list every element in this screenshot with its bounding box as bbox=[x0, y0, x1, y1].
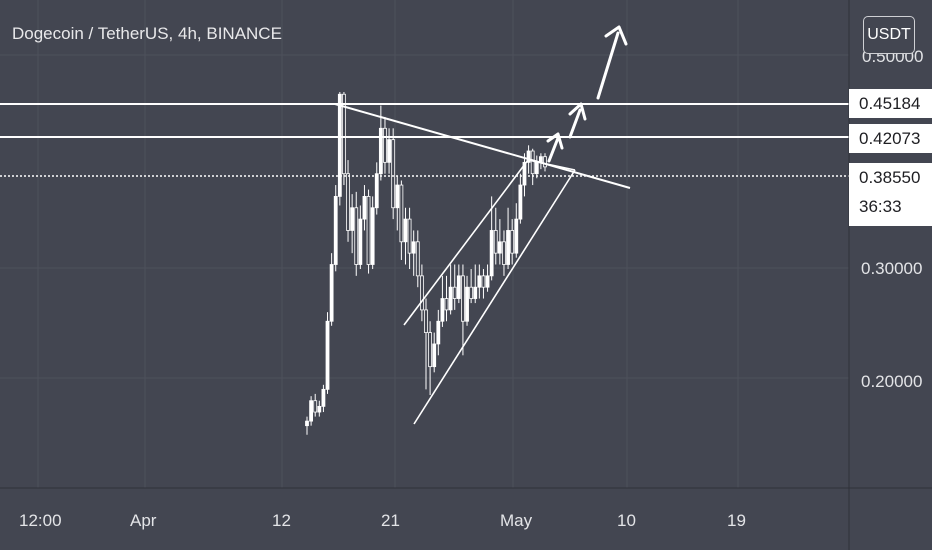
wedge-lower-line[interactable] bbox=[413, 169, 576, 425]
time-tick-4: May bbox=[500, 511, 533, 530]
time-tick-5: 10 bbox=[617, 511, 636, 530]
candles bbox=[305, 91, 547, 435]
countdown-timer: 36:33 bbox=[849, 192, 932, 226]
candle bbox=[543, 153, 547, 172]
candle bbox=[391, 128, 396, 220]
wedge-close-line[interactable] bbox=[527, 159, 576, 171]
candle bbox=[448, 264, 453, 315]
price-tick-1: 0.30000 bbox=[861, 259, 922, 278]
time-axis[interactable]: 12:00 Apr 12 21 May 10 19 bbox=[19, 511, 746, 530]
candle bbox=[506, 207, 510, 270]
candle bbox=[518, 173, 523, 224]
chart-title: Dogecoin / TetherUS, 4h, BINANCE bbox=[12, 24, 282, 43]
candle bbox=[477, 264, 482, 299]
price-tag-mid: 0.42073 bbox=[849, 124, 932, 153]
candle bbox=[534, 155, 539, 179]
candle bbox=[432, 332, 437, 373]
price-tick-0: 0.20000 bbox=[861, 372, 922, 391]
candle bbox=[407, 207, 412, 270]
horizontal-levels bbox=[0, 103, 849, 177]
candle bbox=[522, 153, 527, 197]
arrow-1-icon bbox=[546, 132, 564, 163]
candle bbox=[350, 194, 355, 254]
resistance-trendline[interactable] bbox=[334, 103, 631, 189]
candle bbox=[387, 128, 391, 174]
time-tick-1: Apr bbox=[130, 511, 157, 530]
candle bbox=[489, 196, 494, 281]
candle bbox=[374, 162, 379, 215]
candle bbox=[370, 196, 375, 270]
candle bbox=[395, 175, 400, 231]
arrow-2-icon bbox=[568, 102, 587, 139]
candle bbox=[333, 185, 338, 272]
candle bbox=[440, 275, 445, 327]
currency-badge[interactable]: USDT bbox=[863, 16, 915, 54]
candle bbox=[481, 269, 486, 299]
grid bbox=[0, 0, 849, 488]
candle bbox=[469, 269, 474, 304]
candle bbox=[514, 203, 519, 258]
price-tag-current: 0.38550 bbox=[849, 163, 932, 192]
candle bbox=[465, 275, 469, 326]
candle bbox=[456, 264, 461, 304]
arrow-3-icon bbox=[596, 25, 628, 100]
candle bbox=[362, 185, 367, 231]
candle bbox=[510, 219, 515, 265]
candle bbox=[354, 191, 359, 276]
wedge-upper-line[interactable] bbox=[403, 159, 529, 326]
price-tag-top: 0.45184 bbox=[849, 89, 932, 118]
candle bbox=[538, 153, 543, 170]
candle bbox=[502, 230, 506, 276]
candle bbox=[497, 219, 502, 265]
candle bbox=[403, 207, 408, 265]
candle bbox=[325, 312, 330, 394]
breakout-arrows bbox=[546, 25, 628, 163]
candle bbox=[399, 180, 404, 260]
candle bbox=[317, 400, 322, 417]
candle bbox=[337, 91, 342, 206]
candle bbox=[419, 264, 424, 322]
candle bbox=[473, 264, 478, 304]
candle bbox=[415, 230, 420, 288]
candle bbox=[346, 160, 350, 242]
candle bbox=[305, 416, 309, 435]
candle bbox=[366, 189, 371, 274]
time-tick-6: 19 bbox=[727, 511, 746, 530]
candle bbox=[444, 275, 449, 322]
candle bbox=[411, 230, 416, 276]
trend-drawings bbox=[334, 25, 631, 425]
candle bbox=[428, 321, 433, 396]
candle bbox=[461, 264, 465, 356]
candle bbox=[436, 309, 441, 356]
candle bbox=[309, 396, 314, 426]
candle bbox=[493, 207, 498, 265]
candle bbox=[383, 116, 387, 174]
time-tick-3: 21 bbox=[381, 511, 400, 530]
candle bbox=[358, 205, 363, 270]
candle bbox=[329, 253, 334, 326]
time-tick-0: 12:00 bbox=[19, 511, 62, 530]
candle bbox=[452, 264, 457, 310]
candle bbox=[424, 298, 428, 390]
candle bbox=[321, 384, 326, 413]
time-tick-2: 12 bbox=[272, 511, 291, 530]
candle bbox=[530, 148, 535, 186]
candle bbox=[485, 264, 490, 292]
candle bbox=[313, 393, 318, 417]
